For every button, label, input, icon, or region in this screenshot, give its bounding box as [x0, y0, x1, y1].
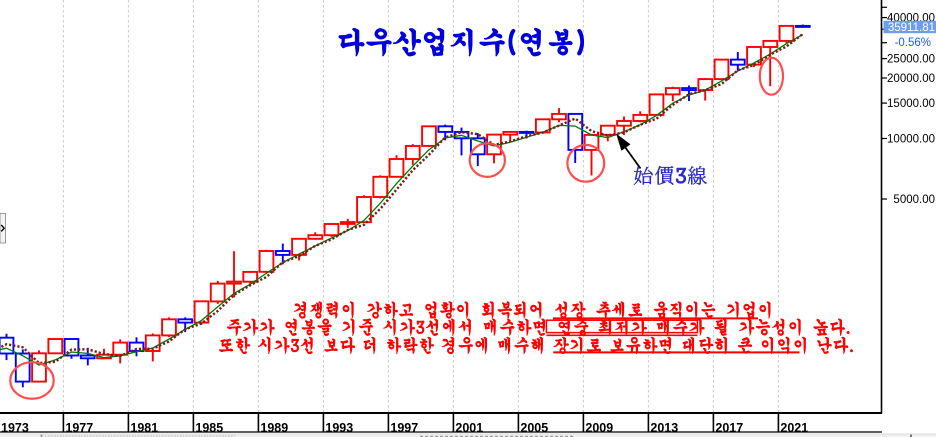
svg-text:1993: 1993 — [325, 421, 353, 435]
svg-text:1985: 1985 — [195, 421, 223, 435]
svg-text:1981: 1981 — [130, 421, 158, 435]
svg-text:1997: 1997 — [390, 421, 418, 435]
svg-text:1973: 1973 — [1, 421, 29, 435]
svg-text:2021: 2021 — [780, 421, 808, 435]
svg-text:2009: 2009 — [585, 421, 613, 435]
svg-text:-0.56%: -0.56% — [895, 37, 931, 49]
svg-text:20000.00: 20000.00 — [887, 73, 935, 85]
svg-text:5000.00: 5000.00 — [893, 194, 935, 206]
svg-text:2001: 2001 — [455, 421, 483, 435]
svg-text:2005: 2005 — [520, 421, 548, 435]
svg-text:10000.00: 10000.00 — [887, 134, 935, 146]
svg-text:1977: 1977 — [65, 421, 93, 435]
svg-text:2013: 2013 — [650, 421, 678, 435]
svg-text:25000.00: 25000.00 — [887, 54, 935, 66]
svg-text:2017: 2017 — [715, 421, 743, 435]
svg-text:35911.81: 35911.81 — [888, 22, 935, 34]
svg-text:15000.00: 15000.00 — [887, 98, 935, 110]
svg-text:1989: 1989 — [260, 421, 288, 435]
